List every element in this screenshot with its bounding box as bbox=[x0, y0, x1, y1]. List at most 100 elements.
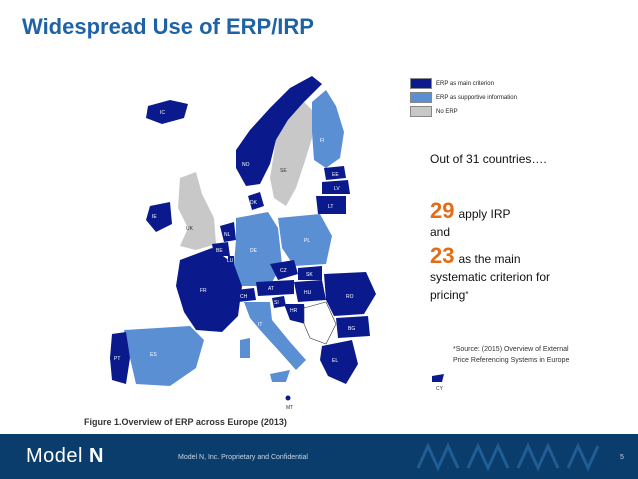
stats-main-text-2: systematic criterion for bbox=[430, 270, 551, 284]
legend-label-supportive: ERP as supportive information bbox=[436, 94, 517, 101]
label-FR: FR bbox=[200, 288, 207, 294]
country-SI bbox=[272, 296, 286, 308]
island-sicily bbox=[270, 370, 290, 382]
label-EL: EL bbox=[332, 358, 338, 364]
country-HR bbox=[284, 304, 306, 324]
country-RO bbox=[324, 272, 376, 316]
label-NO: NO bbox=[242, 162, 250, 168]
label-LT: LT bbox=[328, 204, 333, 210]
balkans-region bbox=[303, 301, 337, 345]
country-CY bbox=[432, 374, 444, 382]
label-FI: FI bbox=[320, 138, 324, 144]
label-MT: MT bbox=[286, 405, 293, 411]
country-CZ bbox=[270, 260, 298, 280]
stats-main-text-3: pricing bbox=[430, 288, 466, 302]
label-IE: IE bbox=[152, 214, 157, 220]
country-IT bbox=[244, 302, 306, 370]
label-ES: ES bbox=[150, 352, 157, 358]
legend-swatch-main bbox=[410, 78, 432, 89]
legend-swatch-supportive bbox=[410, 92, 432, 103]
label-UK: UK bbox=[186, 226, 194, 232]
europe-map: IC NO SE FI EE LV LT DK UK IE NL BE LU D… bbox=[100, 68, 450, 413]
label-EE: EE bbox=[332, 172, 339, 178]
country-FR bbox=[176, 248, 242, 332]
country-PL bbox=[278, 214, 332, 266]
country-IE bbox=[146, 202, 172, 232]
stats-irp-count: 29 bbox=[430, 198, 455, 223]
island-sardinia bbox=[240, 338, 250, 358]
page-number: 5 bbox=[620, 454, 624, 461]
europe-map-svg: IC NO SE FI EE LV LT DK UK IE NL BE LU D… bbox=[110, 76, 444, 411]
label-IC: IC bbox=[160, 110, 165, 116]
label-PL: PL bbox=[304, 238, 310, 244]
stats-main-line-3: pricing* bbox=[430, 286, 630, 304]
stats-irp-line: 29 apply IRP bbox=[430, 200, 630, 223]
label-CH: CH bbox=[240, 294, 248, 300]
country-ES bbox=[124, 326, 204, 386]
footer-decoration bbox=[416, 442, 600, 472]
confidential-notice: Model N, Inc. Proprietary and Confidenti… bbox=[178, 454, 308, 461]
legend-item-none: No ERP bbox=[410, 106, 517, 117]
country-AT bbox=[256, 280, 294, 296]
country-UK bbox=[178, 172, 216, 250]
footer-bar: Model N Model N, Inc. Proprietary and Co… bbox=[0, 434, 638, 479]
label-PT: PT bbox=[114, 356, 120, 362]
country-NL bbox=[220, 222, 236, 242]
country-EE bbox=[324, 166, 346, 180]
country-FI bbox=[312, 90, 344, 168]
country-IC bbox=[146, 100, 188, 124]
stats-panel: Out of 31 countries…. 29 apply IRP and 23… bbox=[430, 150, 630, 304]
label-BE: BE bbox=[216, 248, 223, 254]
label-DK: DK bbox=[250, 200, 258, 206]
legend-item-supportive: ERP as supportive information bbox=[410, 92, 517, 103]
country-BG bbox=[336, 316, 370, 338]
country-EL bbox=[320, 340, 358, 384]
label-LV: LV bbox=[334, 186, 340, 192]
label-DE: DE bbox=[250, 248, 258, 254]
label-SK: SK bbox=[306, 272, 313, 278]
country-SE bbox=[270, 102, 314, 206]
source-line-2: Price Referencing Systems in Europe bbox=[453, 357, 570, 364]
label-RO: RO bbox=[346, 294, 354, 300]
stats-main-text-1: as the main bbox=[458, 252, 521, 266]
country-LT bbox=[316, 196, 346, 214]
label-HR: HR bbox=[290, 308, 298, 314]
label-AT: AT bbox=[268, 286, 274, 292]
label-CZ: CZ bbox=[280, 268, 287, 274]
legend-label-none: No ERP bbox=[436, 108, 458, 115]
label-BG: BG bbox=[348, 326, 355, 332]
model-n-logo: Model N bbox=[26, 445, 104, 468]
stats-irp-text: apply IRP bbox=[458, 207, 511, 221]
country-SK bbox=[298, 266, 322, 280]
stats-main-line: 23 as the main bbox=[430, 245, 630, 268]
map-caption: Figure 1.Overview of ERP across Europe (… bbox=[84, 417, 287, 427]
logo-text: Model bbox=[26, 445, 90, 467]
label-HU: HU bbox=[304, 290, 312, 296]
stats-main-count: 23 bbox=[430, 243, 455, 268]
legend-label-main: ERP as main criterion bbox=[436, 80, 494, 87]
legend-item-main: ERP as main criterion bbox=[410, 78, 517, 89]
country-NO bbox=[236, 76, 322, 186]
map-legend: ERP as main criterion ERP as supportive … bbox=[410, 78, 517, 120]
label-CY: CY bbox=[436, 386, 444, 392]
stats-and: and bbox=[430, 225, 451, 239]
country-PT bbox=[110, 332, 130, 384]
stats-intro: Out of 31 countries…. bbox=[430, 152, 547, 166]
country-LV bbox=[322, 180, 350, 194]
country-DE bbox=[234, 212, 282, 286]
source-note: *Source: (2015) Overview of External Pri… bbox=[453, 344, 603, 366]
logo-n: N bbox=[89, 445, 104, 467]
label-IT: IT bbox=[258, 322, 262, 328]
slide-title: Widespread Use of ERP/IRP bbox=[22, 14, 314, 39]
country-CH bbox=[236, 288, 256, 302]
country-DK bbox=[248, 192, 264, 210]
country-MT bbox=[285, 395, 291, 401]
legend-swatch-none bbox=[410, 106, 432, 117]
label-LU: LU bbox=[227, 258, 234, 264]
label-NL: NL bbox=[224, 232, 231, 238]
source-line-1: *Source: (2015) Overview of External bbox=[453, 346, 569, 353]
country-HU bbox=[294, 280, 326, 302]
label-SI: SI bbox=[274, 300, 279, 306]
label-SE: SE bbox=[280, 168, 287, 174]
stats-asterisk: * bbox=[465, 290, 469, 299]
